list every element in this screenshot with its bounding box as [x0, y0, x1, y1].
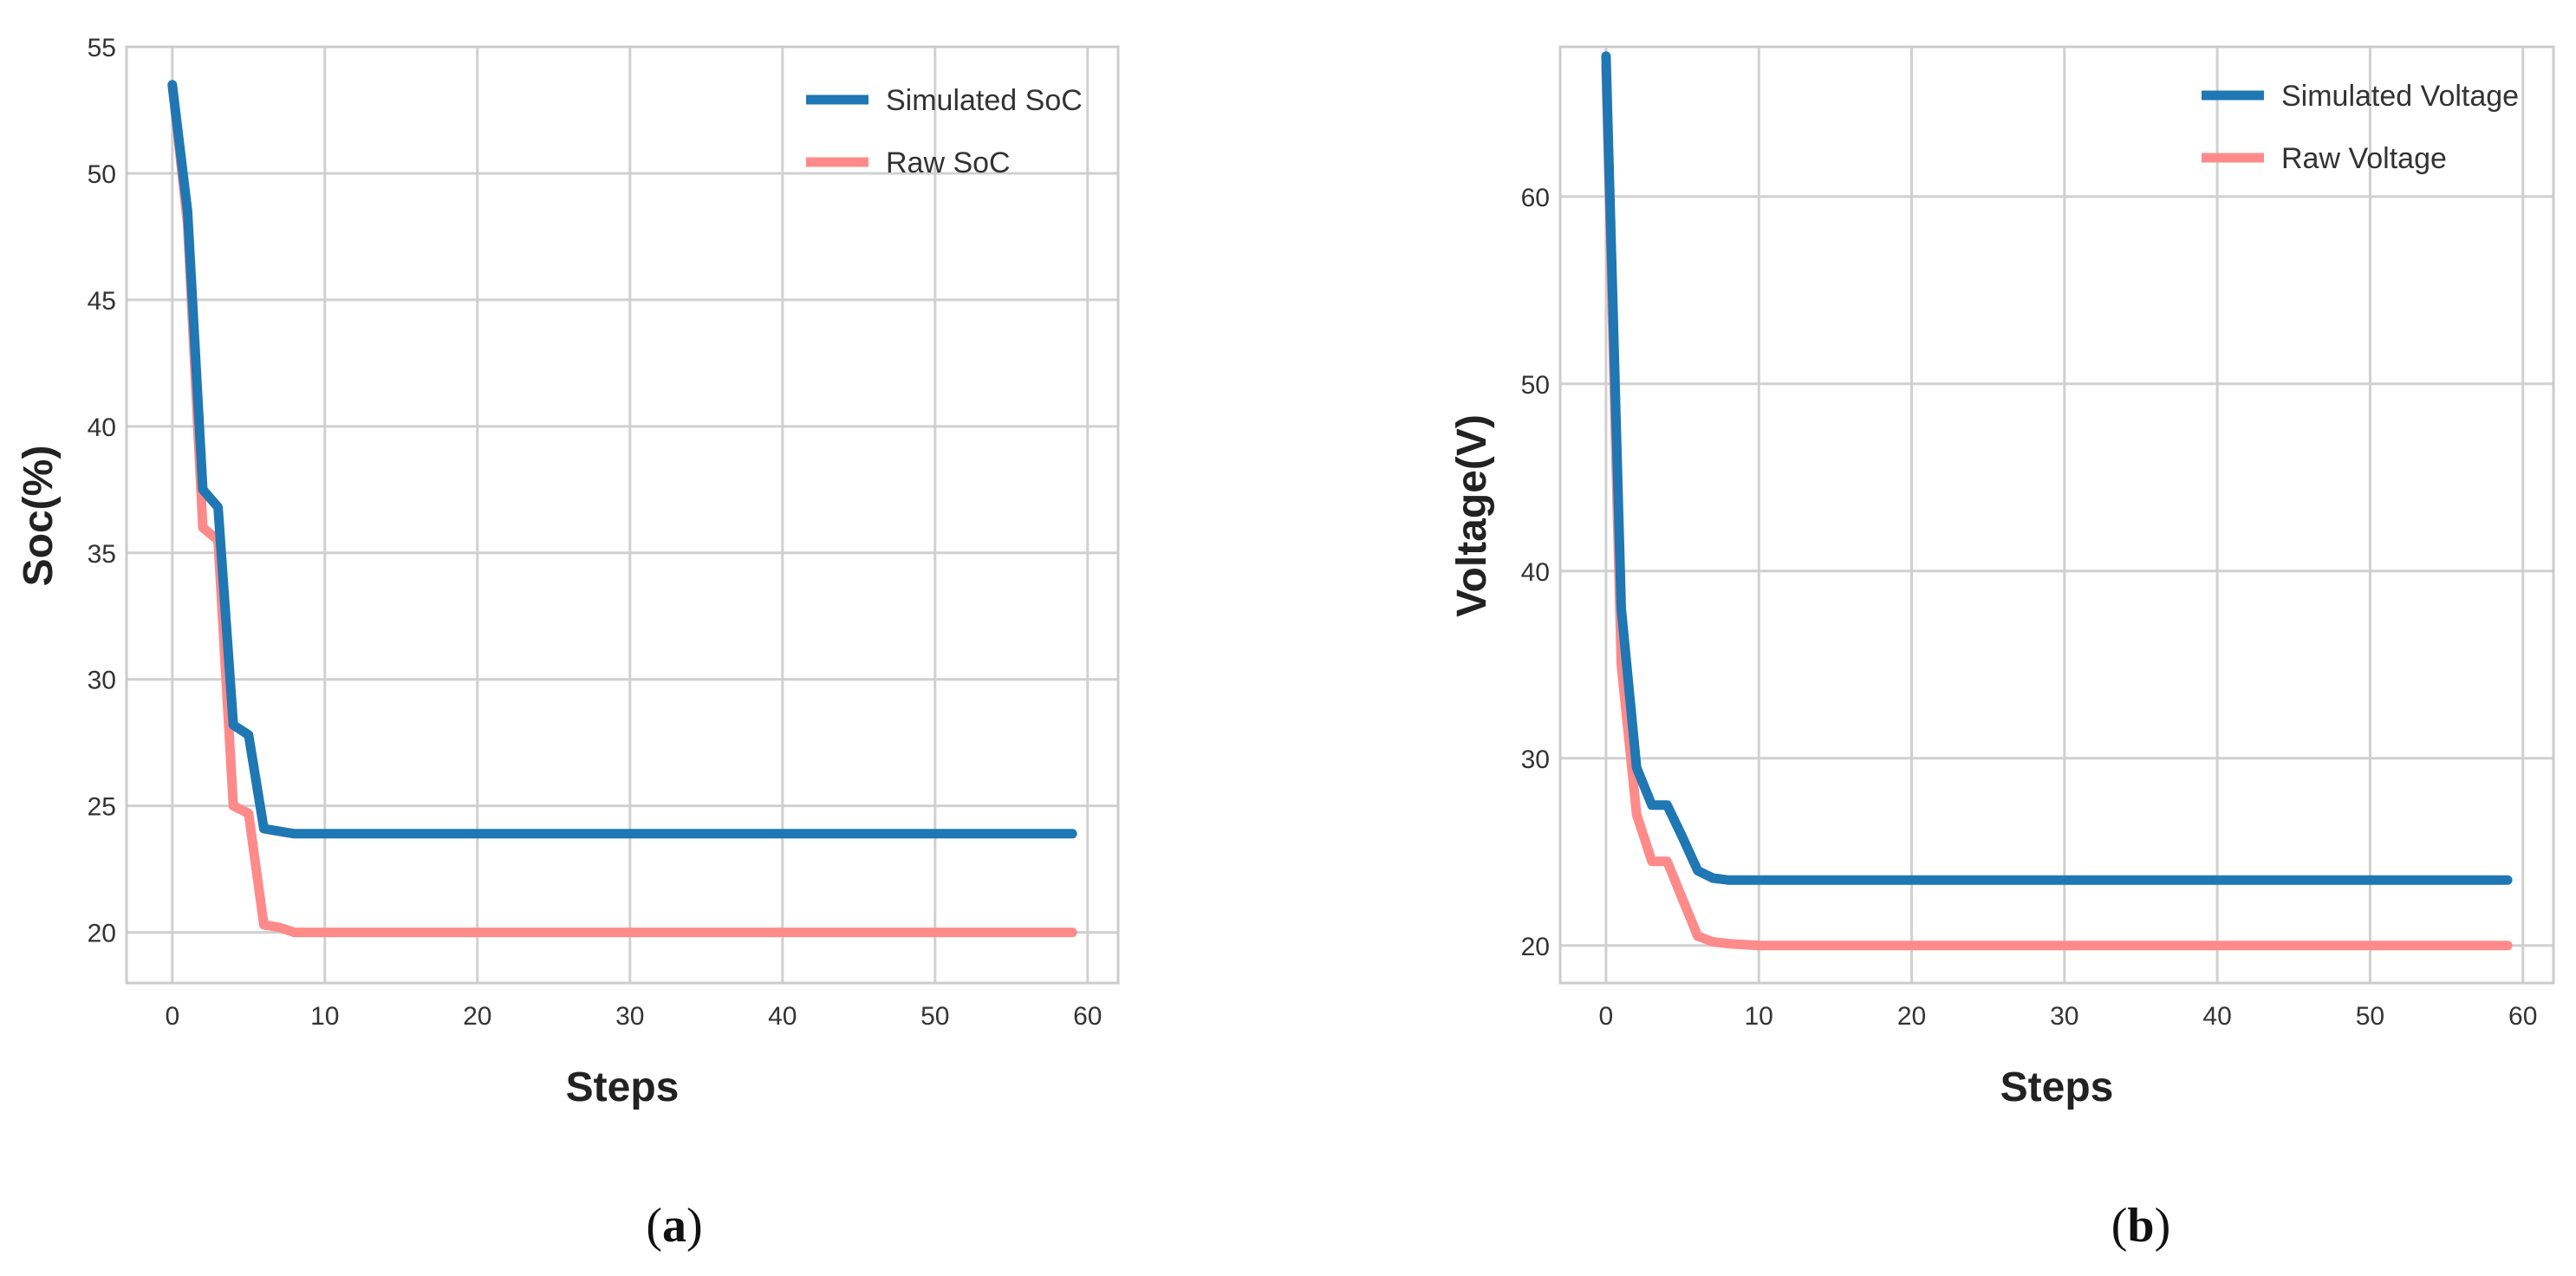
panel-a-x-tick-labels: 0 10 20 30 40 50 60 [165, 1002, 1102, 1031]
panel-a-y-tick-label: 25 [88, 793, 116, 822]
panel-a-x-tick-label: 30 [615, 1002, 644, 1031]
panel-a-caption-open: ( [646, 1199, 662, 1253]
panel-b-x-tick-label: 30 [2050, 1002, 2078, 1031]
panel-a-y-axis-label: Soc(%) [16, 446, 62, 587]
panel-b-caption-letter: b [2127, 1199, 2154, 1253]
panel-a-y-tick-label: 20 [88, 920, 116, 948]
panel-a-y-tick-label: 45 [88, 287, 116, 316]
panel-b-series-line-raw [1601, 61, 2513, 951]
panel-b-x-tick-label: 50 [2356, 1002, 2384, 1031]
panel-a-series-line-raw [167, 80, 1077, 938]
panel-a-series-line-simulated [167, 80, 1077, 839]
panel-a-x-tick-label: 60 [1073, 1002, 1102, 1031]
panel-b-x-tick-label: 20 [1897, 1002, 1926, 1031]
panel-a-legend-label-simulated: Simulated SoC [886, 84, 1083, 117]
panel-b-series [1601, 51, 2513, 951]
panel-a-y-tick-label: 40 [88, 413, 116, 442]
panel-b-x-tick-label: 40 [2202, 1002, 2231, 1031]
panel-b-x-tick-label: 0 [1599, 1002, 1614, 1031]
panel-a-y-tick-labels: 20 25 30 35 40 45 50 55 [88, 34, 116, 948]
panel-a-x-axis-label: Steps [566, 1064, 680, 1110]
panel-a-x-tick-label: 50 [920, 1002, 949, 1031]
panel-b-legend-label-simulated: Simulated Voltage [2281, 80, 2519, 113]
panel-a-x-tick-label: 20 [463, 1002, 491, 1031]
panel-a-gridlines [127, 45, 1118, 983]
panel-b-y-tick-label: 40 [1521, 558, 1550, 587]
panel-b-y-tick-label: 30 [1521, 745, 1550, 774]
panel-b-caption-close: ) [2155, 1199, 2171, 1253]
panel-a-caption-letter: a [662, 1199, 686, 1253]
panel-b-y-tick-label: 60 [1521, 184, 1550, 212]
panel-b-x-tick-label: 60 [2508, 1002, 2537, 1031]
panel-b-plot-frame [1558, 45, 2555, 985]
panel-a-x-tick-label: 40 [768, 1002, 797, 1031]
panel-b-y-axis-label: Voltage(V) [1449, 414, 1495, 617]
panel-a: 0 10 20 30 40 50 60 20 25 30 35 40 45 50 55 Simulated… [16, 34, 1120, 1253]
panel-b-gridlines [1560, 47, 2553, 983]
panel-b-y-tick-labels: 20 30 40 50 60 [1521, 184, 1550, 961]
panel-b: 0 10 20 30 40 50 60 20 30 40 50 60 Simulated Volta… [1449, 45, 2555, 1253]
panel-a-y-tick-label: 35 [88, 540, 116, 569]
panel-a-series [167, 80, 1077, 938]
panel-a-caption: (a) [646, 1199, 702, 1253]
panel-b-legend-label-raw: Raw Voltage [2281, 142, 2447, 175]
panel-a-y-tick-label: 50 [88, 160, 116, 189]
panel-b-x-tick-label: 10 [1745, 1002, 1773, 1031]
panel-a-x-tick-label: 10 [310, 1002, 339, 1031]
panel-b-caption-open: ( [2111, 1199, 2128, 1253]
panel-b-y-tick-label: 20 [1521, 933, 1550, 961]
panel-a-y-tick-label: 55 [88, 34, 116, 62]
panel-a-x-tick-label: 0 [165, 1002, 179, 1031]
panel-a-legend-label-raw: Raw SoC [886, 146, 1011, 179]
panel-a-y-tick-label: 30 [88, 667, 116, 695]
panel-b-y-tick-label: 50 [1521, 371, 1550, 400]
panel-b-legend: Simulated Voltage Raw Voltage [2202, 80, 2519, 175]
panel-b-series-line-simulated [1601, 51, 2513, 885]
panel-a-legend: Simulated SoC Raw SoC [806, 84, 1083, 179]
panel-b-x-tick-labels: 0 10 20 30 40 50 60 [1599, 1002, 2538, 1031]
panel-b-x-axis-label: Steps [2000, 1064, 2114, 1110]
panel-a-caption-close: ) [686, 1199, 703, 1253]
panel-b-caption: (b) [2111, 1199, 2170, 1253]
panel-a-plot-frame [125, 45, 1120, 985]
